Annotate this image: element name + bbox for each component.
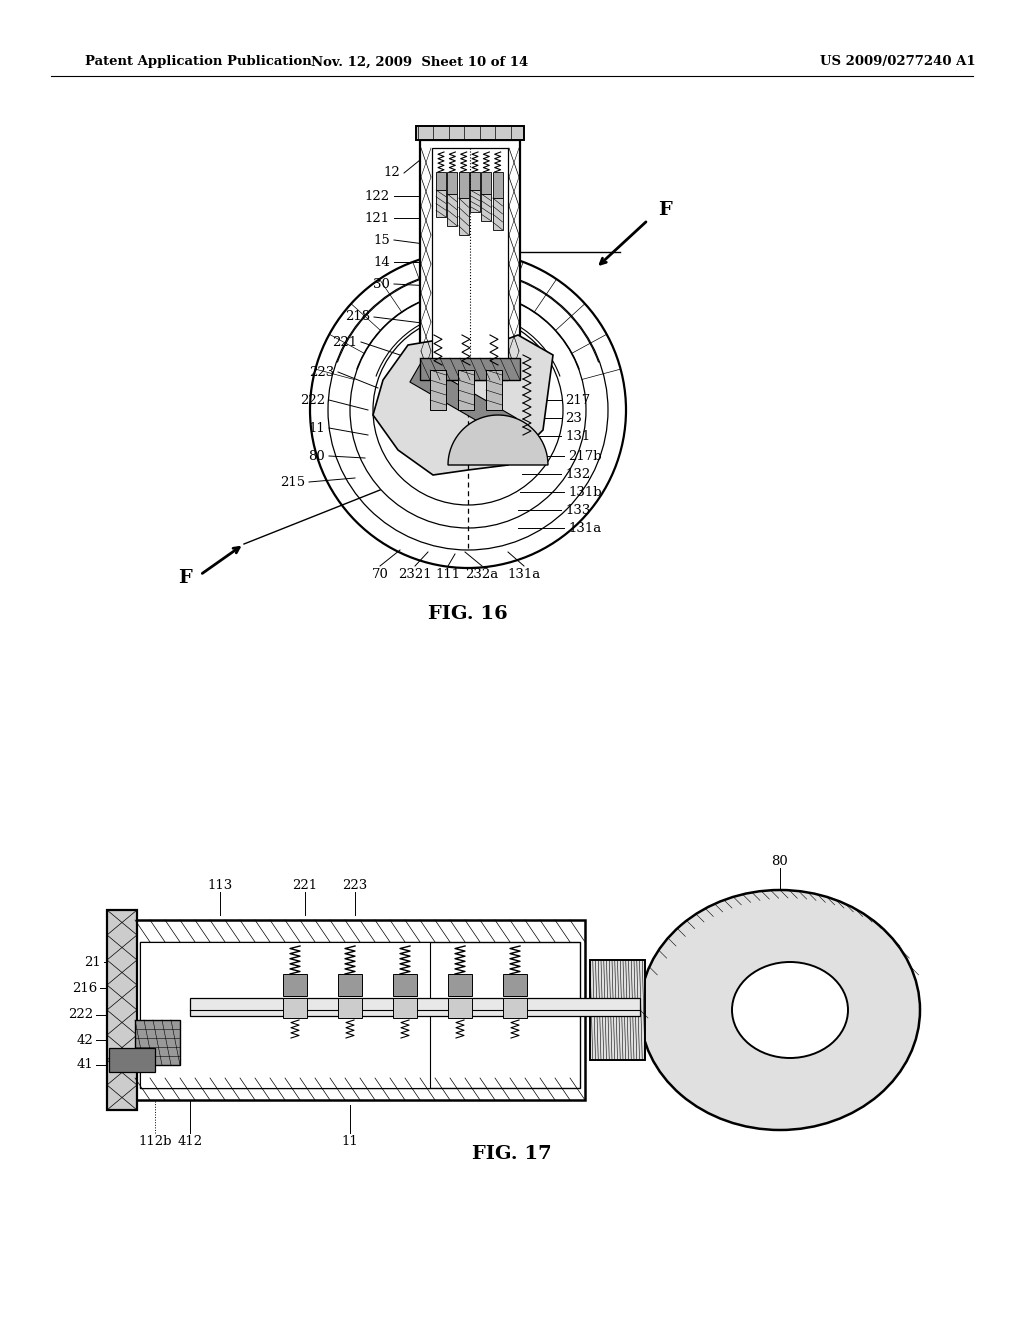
Text: 42: 42 <box>76 1034 93 1047</box>
Text: 133: 133 <box>565 503 591 516</box>
Bar <box>420 358 520 380</box>
Text: Patent Application Publication: Patent Application Publication <box>85 55 311 69</box>
Text: 131b: 131b <box>568 486 602 499</box>
Bar <box>481 194 492 220</box>
Text: 11: 11 <box>342 1135 358 1148</box>
Ellipse shape <box>640 890 920 1130</box>
Text: 41: 41 <box>76 1059 93 1072</box>
Text: 218: 218 <box>345 310 370 323</box>
Text: FIG. 17: FIG. 17 <box>472 1144 552 1163</box>
Polygon shape <box>410 363 516 437</box>
Text: 131: 131 <box>565 429 590 442</box>
Text: 21: 21 <box>84 956 101 969</box>
Bar <box>459 198 469 235</box>
Text: 14: 14 <box>374 256 390 268</box>
Text: 112b: 112b <box>138 1135 172 1148</box>
Text: 222: 222 <box>300 393 325 407</box>
Bar <box>109 1048 155 1072</box>
Text: F: F <box>658 201 672 219</box>
Bar <box>135 920 585 1100</box>
Bar <box>470 172 480 190</box>
Text: F: F <box>178 569 193 587</box>
Bar <box>283 998 307 1018</box>
Text: 11: 11 <box>308 421 325 434</box>
Bar <box>449 998 472 1018</box>
Bar <box>140 942 580 1088</box>
Bar <box>190 998 640 1016</box>
Bar <box>106 909 137 1110</box>
Bar <box>458 370 474 411</box>
Text: 131a: 131a <box>568 521 601 535</box>
Polygon shape <box>373 335 553 475</box>
Text: 121: 121 <box>365 211 390 224</box>
Bar <box>493 198 503 230</box>
Text: 80: 80 <box>772 855 788 869</box>
Bar <box>393 998 417 1018</box>
Text: 131a: 131a <box>507 568 541 581</box>
Text: Nov. 12, 2009  Sheet 10 of 14: Nov. 12, 2009 Sheet 10 of 14 <box>311 55 528 69</box>
Text: 15: 15 <box>374 234 390 247</box>
Bar <box>503 998 527 1018</box>
Text: 222: 222 <box>68 1008 93 1022</box>
Text: 113: 113 <box>208 879 232 892</box>
Ellipse shape <box>732 962 848 1059</box>
Text: 223: 223 <box>309 366 334 379</box>
Text: 23: 23 <box>565 412 582 425</box>
Text: 412: 412 <box>177 1135 203 1148</box>
Bar <box>283 974 307 997</box>
Bar <box>470 190 480 213</box>
Bar <box>486 370 502 411</box>
Text: 80: 80 <box>308 450 325 462</box>
Text: 70: 70 <box>372 568 388 581</box>
Bar <box>447 172 458 194</box>
Text: 223: 223 <box>342 879 368 892</box>
Bar <box>420 140 520 380</box>
Bar <box>430 370 446 411</box>
Text: 232a: 232a <box>465 568 499 581</box>
Bar <box>503 974 527 997</box>
Text: 221: 221 <box>332 335 357 348</box>
Text: 216: 216 <box>72 982 97 994</box>
Text: 12: 12 <box>383 166 400 180</box>
Bar <box>338 998 362 1018</box>
Bar <box>140 942 430 1088</box>
Bar <box>493 172 503 198</box>
Circle shape <box>310 252 626 568</box>
Text: 132: 132 <box>565 467 590 480</box>
Bar <box>590 960 645 1060</box>
Bar <box>481 172 492 194</box>
Bar <box>447 194 458 226</box>
Text: 221: 221 <box>293 879 317 892</box>
Text: 217b: 217b <box>568 450 602 462</box>
Text: FIG. 16: FIG. 16 <box>428 605 508 623</box>
Bar <box>338 974 362 997</box>
Text: 111: 111 <box>435 568 461 581</box>
Bar <box>416 125 524 140</box>
Text: 2321: 2321 <box>398 568 432 581</box>
Text: 122: 122 <box>365 190 390 202</box>
Text: 217: 217 <box>565 393 590 407</box>
Bar <box>436 172 446 190</box>
Polygon shape <box>449 414 548 465</box>
Text: 30: 30 <box>373 277 390 290</box>
Bar <box>135 1020 180 1065</box>
Bar <box>459 172 469 198</box>
Bar <box>393 974 417 997</box>
Bar <box>432 148 508 380</box>
Text: US 2009/0277240 A1: US 2009/0277240 A1 <box>820 55 976 69</box>
Bar <box>449 974 472 997</box>
Text: 215: 215 <box>280 475 305 488</box>
Bar <box>436 190 446 216</box>
